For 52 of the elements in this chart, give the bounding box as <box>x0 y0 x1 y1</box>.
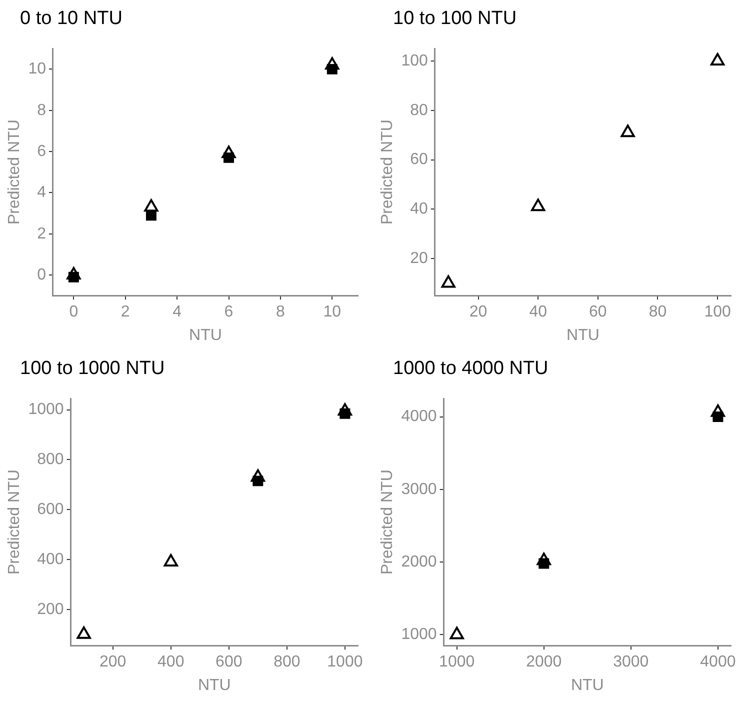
y-tick-label: 600 <box>37 501 64 518</box>
y-tick-label: 4 <box>37 184 46 202</box>
x-axis-title: NTU <box>570 676 604 694</box>
chart-title: 0 to 10 NTU <box>20 8 122 30</box>
chart-title: 1000 to 4000 NTU <box>393 358 548 380</box>
y-tick-label: 8 <box>37 102 46 119</box>
y-tick-label: 400 <box>37 550 64 568</box>
x-tick-label: 3000 <box>613 654 649 671</box>
x-axis-title: NTU <box>566 326 600 344</box>
x-tick-label: 400 <box>158 654 184 671</box>
y-axis-title: Predicted NTU <box>379 120 396 225</box>
x-axis-title: NTU <box>198 676 231 694</box>
x-tick-label: 60 <box>589 304 607 321</box>
x-tick-label: 2 <box>120 304 130 321</box>
y-tick-label: 6 <box>37 142 46 160</box>
x-tick-label: 20 <box>469 304 488 321</box>
x-tick-label: 4 <box>172 304 182 321</box>
y-tick-label: 40 <box>410 200 428 218</box>
chart-title: 100 to 1000 NTU <box>20 358 165 380</box>
x-tick-label: 0 <box>69 304 78 321</box>
y-tick-label: 2000 <box>401 553 437 570</box>
x-tick-label: 6 <box>224 304 234 321</box>
y-tick-label: 800 <box>37 451 64 468</box>
y-tick-label: 4000 <box>401 408 437 426</box>
x-tick-label: 80 <box>648 304 667 321</box>
x-tick-label: 1000 <box>327 654 363 671</box>
x-tick-label: 200 <box>100 654 126 671</box>
x-tick-label: 8 <box>276 304 286 321</box>
x-tick-label: 4000 <box>700 654 736 671</box>
y-tick-label: 20 <box>410 250 428 267</box>
x-tick-label: 10 <box>323 304 342 321</box>
x-tick-label: 1000 <box>439 654 475 671</box>
x-tick-label: 600 <box>216 654 242 671</box>
y-tick-label: 10 <box>28 60 46 78</box>
y-tick-label: 1000 <box>401 626 437 644</box>
y-axis-title: Predicted NTU <box>6 470 24 575</box>
y-tick-label: 100 <box>401 52 428 70</box>
chart-title: 10 to 100 NTU <box>393 8 517 30</box>
y-tick-label: 200 <box>37 600 64 618</box>
x-tick-label: 100 <box>704 304 731 321</box>
y-tick-label: 0 <box>37 266 46 284</box>
y-tick-label: 3000 <box>401 480 437 498</box>
y-axis-title: Predicted NTU <box>379 470 396 575</box>
y-tick-label: 1000 <box>28 401 64 418</box>
x-tick-label: 800 <box>274 654 300 671</box>
x-axis-title: NTU <box>189 326 222 344</box>
x-tick-label: 40 <box>529 304 548 321</box>
y-axis-title: Predicted NTU <box>6 120 24 225</box>
x-tick-label: 2000 <box>526 654 562 671</box>
y-tick-label: 80 <box>410 102 428 119</box>
y-tick-label: 2 <box>37 225 46 242</box>
y-tick-label: 60 <box>410 151 428 168</box>
